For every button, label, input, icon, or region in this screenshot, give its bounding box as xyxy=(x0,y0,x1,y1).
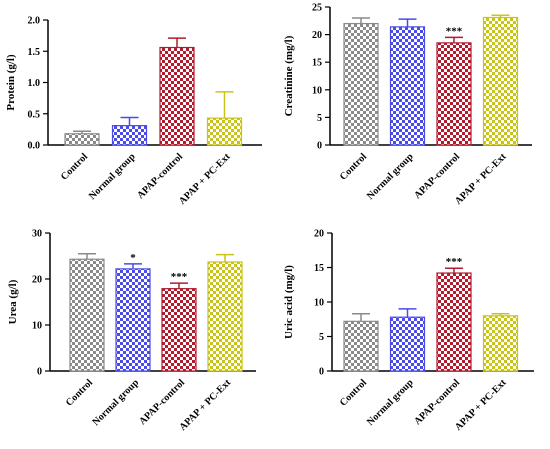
x-tick-label: Normal group xyxy=(365,377,416,428)
bar xyxy=(389,26,426,146)
chart-panel-3: 0 10 20 30 Urea (g/l) Control * Normal group ***… xyxy=(7,229,256,433)
y-tick-label: 10 xyxy=(314,298,324,309)
x-tick-label: APAP-control xyxy=(412,377,462,427)
y-axis-title: Uric acid (mg/l) xyxy=(283,265,295,339)
bar xyxy=(69,258,105,372)
bar xyxy=(482,16,519,146)
y-tick-label: 10 xyxy=(32,321,42,332)
y-tick-label: 20 xyxy=(32,275,42,286)
bar xyxy=(343,320,379,372)
chart-panel-1: 0.0 0.5 1.0 1.5 2.0 Protein (g/l) ControlNorma… xyxy=(5,16,262,207)
y-tick-label: 30 xyxy=(32,229,42,240)
y-tick-label: 2.0 xyxy=(28,16,41,27)
bar xyxy=(159,46,195,146)
bar xyxy=(64,133,100,146)
x-tick-label: Normal group xyxy=(87,151,138,202)
x-tick-label: APAP + PC-Ext xyxy=(177,151,233,207)
bar xyxy=(161,288,197,372)
y-tick-label: 20 xyxy=(312,30,322,41)
y-tick-label: 15 xyxy=(312,58,322,69)
y-tick-label: 10 xyxy=(312,85,322,96)
y-tick-label: 0 xyxy=(37,367,42,378)
bar xyxy=(389,316,426,372)
x-tick-label: APAP-control xyxy=(137,377,187,427)
y-tick-label: 1.5 xyxy=(28,47,41,58)
y-tick-label: 20 xyxy=(314,229,324,240)
y-axis-title: Urea (g/l) xyxy=(7,279,19,324)
chart-panel-2: 0 5 10 15 20 25 Creatinine (mg/l) ControlNormal… xyxy=(283,3,532,207)
bar xyxy=(436,42,472,146)
y-tick-label: 0.0 xyxy=(28,141,41,152)
bar xyxy=(482,315,519,372)
bar xyxy=(207,261,243,372)
significance-marker: *** xyxy=(171,271,188,283)
y-tick-label: 15 xyxy=(314,263,324,274)
y-tick-label: 25 xyxy=(312,3,322,14)
x-tick-label: APAP-control xyxy=(135,151,185,201)
y-tick-label: 0 xyxy=(319,367,324,378)
x-tick-label: Control xyxy=(338,151,369,182)
x-tick-label: Control xyxy=(338,377,369,408)
x-tick-label: Control xyxy=(59,151,90,182)
x-tick-label: Normal group xyxy=(90,377,141,428)
bar xyxy=(436,272,472,372)
significance-marker: * xyxy=(130,252,136,264)
x-tick-label: Normal group xyxy=(365,151,416,202)
significance-marker: *** xyxy=(446,256,463,268)
bar xyxy=(111,125,148,146)
significance-marker: *** xyxy=(446,25,463,37)
bar xyxy=(115,268,151,372)
y-tick-label: 5 xyxy=(319,332,324,343)
y-axis-title: Creatinine (mg/l) xyxy=(283,35,295,116)
x-tick-label: Control xyxy=(64,377,95,408)
bar xyxy=(206,117,243,146)
bar xyxy=(343,22,379,146)
y-axis-title: Protein (g/l) xyxy=(5,54,17,111)
y-tick-label: 0 xyxy=(317,141,322,152)
x-tick-label: APAP-control xyxy=(412,151,462,201)
y-tick-label: 0.5 xyxy=(28,109,41,120)
y-tick-label: 5 xyxy=(317,113,322,124)
y-tick-label: 1.0 xyxy=(28,78,41,89)
